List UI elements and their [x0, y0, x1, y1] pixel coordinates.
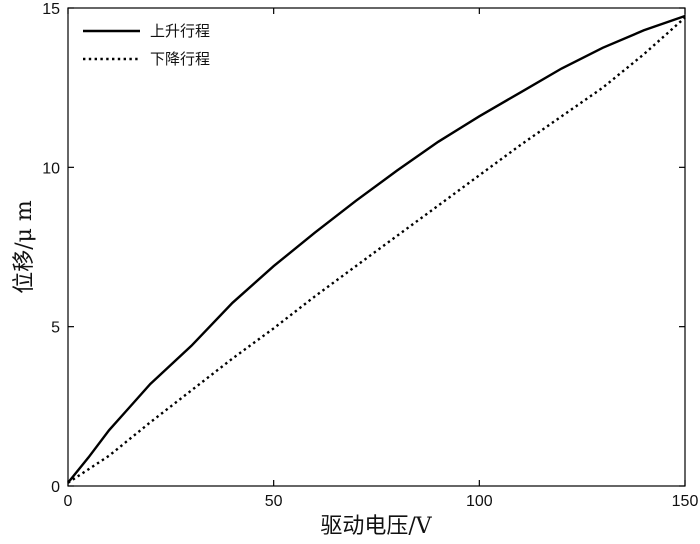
x-axis-ticks: 0 50 100 150	[64, 8, 699, 510]
y-axis-ticks: 0 5 10 15	[42, 1, 685, 496]
y-tick-label: 10	[42, 160, 60, 177]
y-tick-label: 0	[51, 479, 60, 496]
x-tick-label: 50	[265, 493, 283, 510]
plot-frame	[67, 7, 686, 487]
legend-label: 下降行程	[150, 50, 210, 68]
x-tick-label: 150	[672, 493, 699, 510]
x-tick-label: 0	[64, 493, 73, 510]
x-tick-label: 100	[466, 493, 493, 510]
y-tick-label: 5	[51, 320, 60, 337]
legend-label: 上升行程	[150, 22, 210, 40]
series-line-descending	[67, 16, 686, 484]
series-line-ascending	[67, 14, 686, 484]
series-layer	[67, 14, 686, 484]
y-tick-label: 15	[42, 1, 60, 18]
x-axis-title: 驱动电压/V	[320, 514, 432, 539]
y-axis-title: 位移/μ m	[12, 200, 37, 294]
